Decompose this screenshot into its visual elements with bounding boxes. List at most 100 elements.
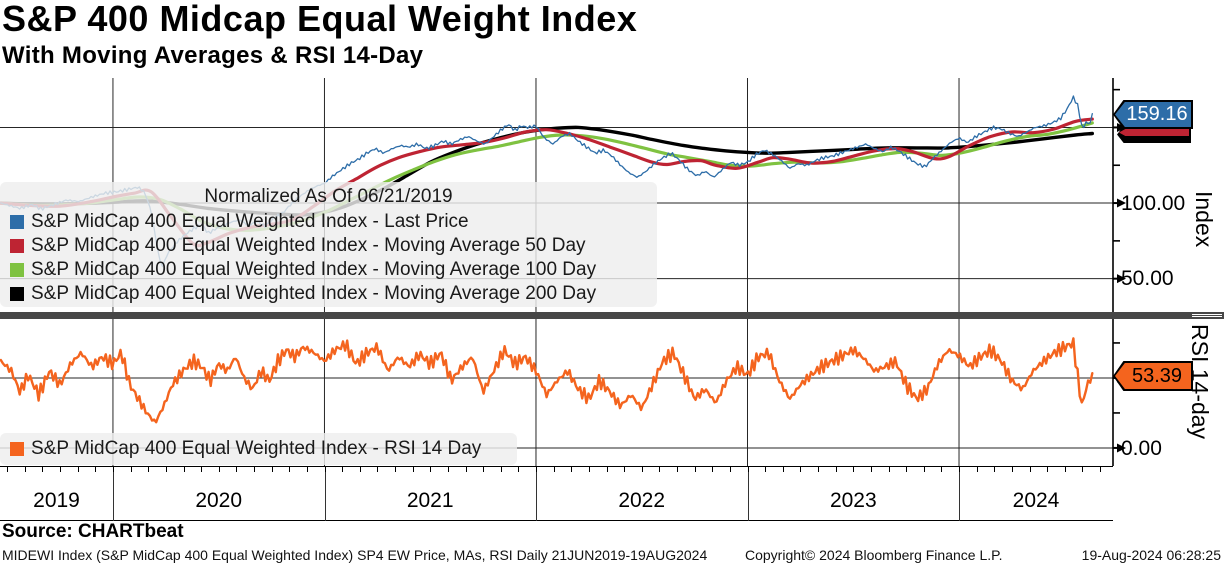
ytick-label-50: 50.00: [1121, 267, 1174, 290]
legend-label: S&P MidCap 400 Equal Weighted Index - Mo…: [31, 235, 586, 256]
month-tick: [1082, 467, 1084, 472]
rsi-legend: S&P MidCap 400 Equal Weighted Index - RS…: [0, 433, 517, 465]
month-tick: [236, 467, 238, 472]
month-tick: [518, 467, 520, 472]
last-price-swatch-icon: [10, 215, 24, 229]
legend-item-ma200[interactable]: S&P MidCap 400 Equal Weighted Index - Mo…: [0, 282, 657, 306]
month-tick: [1064, 467, 1066, 472]
month-tick: [800, 467, 802, 472]
month-tick: [712, 467, 714, 472]
month-tick: [729, 467, 731, 472]
rsi-tag-value: 53.39: [1115, 363, 1191, 389]
legend-item-last-price[interactable]: S&P MidCap 400 Equal Weighted Index - La…: [0, 210, 657, 234]
month-tick: [1029, 467, 1031, 472]
month-tick: [377, 467, 379, 472]
month-tick: [818, 467, 819, 472]
month-tick: [183, 467, 185, 472]
month-tick: [1100, 467, 1101, 472]
year-separator: [112, 467, 114, 521]
month-tick: [853, 467, 855, 472]
month-tick: [747, 467, 749, 472]
month-tick: [289, 467, 291, 472]
month-tick: [500, 467, 502, 472]
month-tick: [7, 467, 9, 472]
x-axis: 2019 2020 2021 2022 2023 2024: [0, 466, 1113, 521]
month-tick: [306, 467, 308, 472]
legend-label: S&P MidCap 400 Equal Weighted Index - Mo…: [31, 283, 597, 304]
xtick-label-year: 2020: [195, 489, 243, 512]
month-tick: [483, 467, 485, 472]
month-tick: [923, 467, 925, 472]
footer-copyright: Copyright© 2024 Bloomberg Finance L.P.: [745, 547, 1003, 563]
xtick-label-year: 2022: [618, 489, 666, 512]
month-tick: [959, 467, 960, 472]
month-tick: [201, 467, 203, 472]
month-tick: [976, 467, 978, 472]
month-tick: [60, 467, 62, 472]
legend-label: S&P MidCap 400 Equal Weighted Index - RS…: [31, 438, 482, 459]
month-tick: [888, 467, 890, 472]
month-tick: [395, 467, 396, 472]
month-tick: [906, 467, 908, 472]
month-tick: [641, 467, 643, 472]
xtick-label-year: 2024: [1012, 489, 1060, 512]
ma50-value-tag: [1119, 129, 1189, 136]
index-axis-title: Index: [1191, 191, 1217, 248]
month-tick: [1047, 467, 1049, 472]
footer-description: MIDEWI Index (S&P MidCap 400 Equal Weigh…: [2, 547, 708, 563]
legend-item-ma100[interactable]: S&P MidCap 400 Equal Weighted Index - Mo…: [0, 258, 657, 282]
ma100-swatch-icon: [10, 263, 24, 277]
month-tick: [782, 467, 784, 472]
month-tick: [430, 467, 432, 472]
month-tick: [553, 467, 555, 472]
month-tick: [412, 467, 414, 472]
rsi-value-tag: 53.39: [1113, 361, 1193, 391]
ytick-label-100: 100.00: [1121, 192, 1186, 215]
xtick-label-year: 2021: [406, 489, 454, 512]
legend-item-rsi[interactable]: S&P MidCap 400 Equal Weighted Index - RS…: [0, 437, 481, 461]
ytick-label-0: 0.00: [1121, 437, 1162, 460]
ma200-swatch-icon: [10, 287, 24, 301]
ma50-swatch-icon: [10, 239, 24, 253]
month-tick: [994, 467, 996, 472]
index-legend: Normalized As Of 06/21/2019 S&P MidCap 4…: [0, 182, 657, 307]
month-tick: [465, 467, 467, 472]
source-label: Source: CHARTbeat: [2, 521, 184, 542]
month-tick: [835, 467, 837, 472]
panel-divider[interactable]: [0, 312, 1224, 319]
month-tick: [677, 467, 678, 472]
month-tick: [218, 467, 220, 472]
month-tick: [624, 467, 626, 472]
footer-datetime: 19-Aug-2024 06:28:25: [1081, 547, 1221, 563]
year-separator: [536, 467, 537, 521]
month-tick: [24, 467, 26, 472]
year-separator: [959, 467, 960, 521]
panel-divider-grip-icon[interactable]: [1192, 313, 1222, 318]
month-tick: [254, 467, 255, 472]
legend-label: S&P MidCap 400 Equal Weighted Index - La…: [31, 211, 469, 232]
month-tick: [324, 467, 326, 472]
month-tick: [77, 467, 79, 472]
month-tick: [536, 467, 537, 472]
month-tick: [112, 467, 114, 472]
month-tick: [1011, 467, 1013, 472]
month-tick: [447, 467, 449, 472]
legend-label: S&P MidCap 400 Equal Weighted Index - Mo…: [31, 259, 597, 280]
year-separator: [324, 467, 326, 521]
month-tick: [765, 467, 767, 472]
page-subtitle: With Moving Averages & RSI 14-Day: [2, 42, 424, 69]
normalized-note: Normalized As Of 06/21/2019: [204, 186, 453, 207]
month-tick: [148, 467, 150, 472]
month-tick: [870, 467, 872, 472]
last-price-tag-value: 159.16: [1115, 102, 1191, 127]
month-tick: [659, 467, 661, 472]
month-tick: [694, 467, 696, 472]
legend-item-ma50[interactable]: S&P MidCap 400 Equal Weighted Index - Mo…: [0, 234, 657, 258]
month-tick: [165, 467, 167, 472]
month-tick: [42, 467, 44, 472]
month-tick: [588, 467, 590, 472]
rsi-swatch-icon: [10, 442, 24, 456]
month-tick: [606, 467, 608, 472]
